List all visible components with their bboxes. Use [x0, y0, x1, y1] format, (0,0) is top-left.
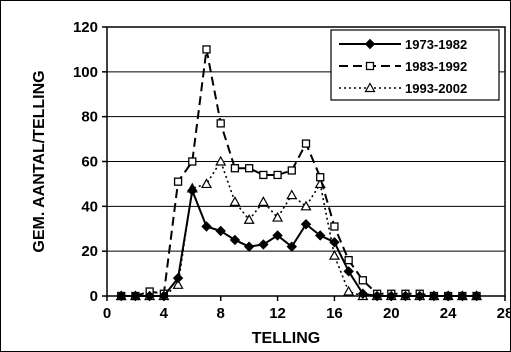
data-point: [386, 290, 397, 302]
series-group: [115, 45, 483, 302]
x-tick-label: 28: [497, 305, 511, 322]
data-point: [272, 230, 283, 241]
data-point: [243, 214, 255, 224]
data-point: [130, 290, 141, 302]
data-point: [371, 290, 383, 302]
legend-label: 1983-1992: [405, 59, 467, 74]
legend-swatch-marker: [365, 61, 375, 71]
data-point: [188, 157, 197, 166]
data-point: [272, 211, 284, 222]
y-tick-label: 100: [73, 64, 98, 81]
data-point: [158, 290, 170, 302]
y-tick-label: 0: [90, 288, 98, 305]
series-1973-1982: [116, 185, 482, 302]
data-point: [229, 196, 241, 206]
data-point: [300, 200, 312, 211]
axis-ticks: 0 20 40 60 80 100 120 0 4 8 12 16 20 24 28: [73, 19, 511, 322]
legend-label: 1993-2002: [405, 81, 467, 96]
y-tick-label: 60: [81, 154, 98, 171]
legend-entry: 1983-1992: [339, 59, 467, 74]
x-tick-label: 24: [440, 305, 457, 322]
data-point: [414, 290, 425, 302]
legend-entry: 1993-2002: [339, 81, 467, 96]
legend-label: 1973-1982: [405, 37, 467, 52]
data-point: [400, 290, 411, 302]
data-point: [201, 221, 212, 232]
x-tick-label: 0: [103, 305, 111, 322]
x-tick-label: 16: [326, 305, 343, 322]
x-tick-label: 4: [160, 305, 169, 322]
y-axis-title: GEM. AANTAL/TELLING: [31, 70, 48, 252]
data-point: [202, 45, 211, 54]
data-point: [258, 239, 269, 250]
data-point: [344, 255, 353, 265]
data-point: [216, 119, 225, 128]
legend-entry: 1973-1982: [339, 37, 467, 52]
data-point: [357, 288, 369, 299]
data-point: [273, 170, 282, 180]
data-point: [215, 225, 226, 237]
data-point: [286, 189, 298, 200]
data-point: [215, 155, 227, 166]
data-point: [301, 139, 311, 148]
data-point: [257, 196, 269, 206]
data-point: [457, 290, 468, 302]
data-point: [358, 276, 368, 285]
y-tick-label: 40: [81, 198, 98, 215]
data-point: [172, 279, 184, 289]
data-point: [329, 236, 340, 248]
data-point: [230, 164, 240, 173]
data-point: [328, 249, 340, 260]
data-point: [144, 290, 155, 302]
data-point: [286, 241, 297, 252]
data-point: [330, 222, 339, 231]
data-point: [442, 290, 454, 302]
data-point: [471, 290, 482, 302]
y-tick-label: 20: [81, 243, 98, 260]
data-point: [343, 285, 355, 296]
x-tick-label: 20: [383, 305, 400, 322]
legend: 1973-1982 1983-1992 1993-2002: [330, 29, 500, 101]
y-tick-label: 120: [73, 19, 98, 36]
data-point: [116, 290, 127, 302]
legend-swatch-marker: [364, 82, 376, 93]
data-point: [343, 266, 354, 277]
data-point: [187, 185, 198, 196]
data-point: [172, 272, 184, 284]
data-point: [243, 241, 255, 252]
data-point: [244, 164, 254, 173]
data-point: [300, 219, 312, 230]
x-tick-label: 12: [269, 305, 286, 322]
data-point: [428, 290, 440, 302]
x-tick-label: 8: [217, 305, 225, 322]
legend-swatch-marker: [364, 38, 376, 50]
data-point: [315, 230, 326, 241]
data-point: [200, 178, 213, 189]
data-point: [173, 177, 183, 186]
data-point: [229, 234, 241, 246]
data-point: [287, 166, 296, 175]
y-tick-label: 80: [81, 109, 98, 126]
data-point: [316, 173, 325, 182]
data-point: [259, 170, 268, 180]
x-axis-title: TELLING: [252, 330, 320, 347]
